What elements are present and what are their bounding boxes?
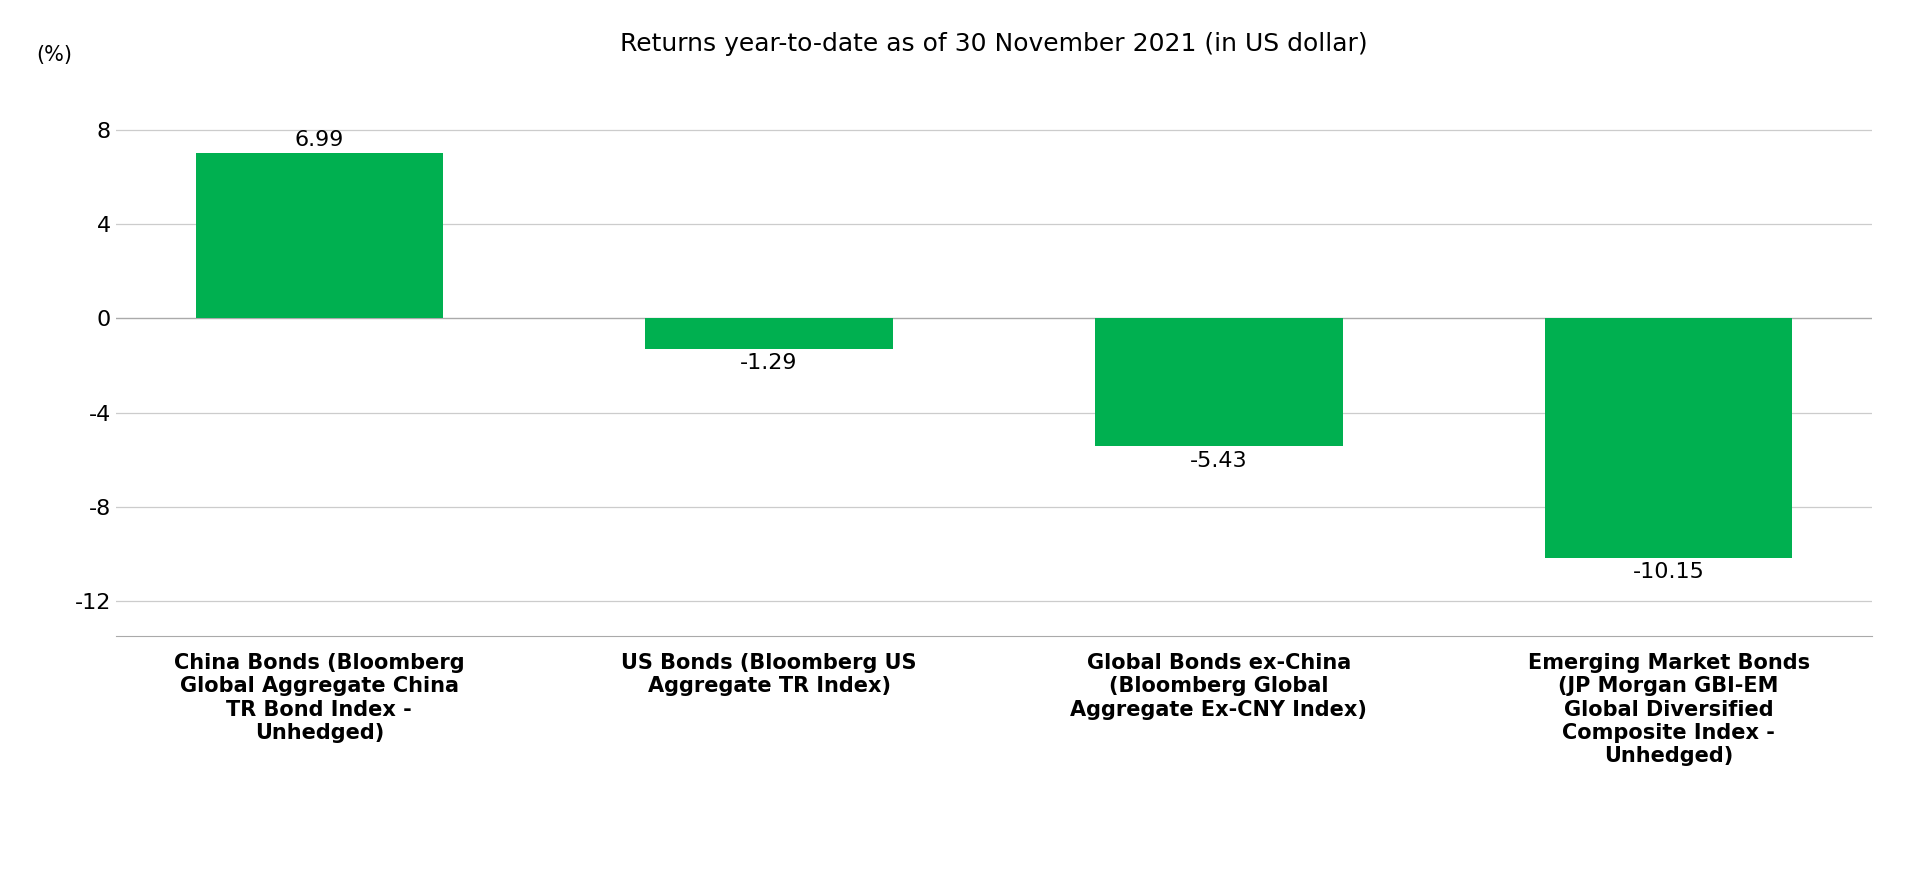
Text: 6.99: 6.99 [295,130,344,150]
Bar [1544,318,1793,558]
Text: -5.43: -5.43 [1191,451,1247,471]
Bar [195,154,444,318]
Text: -1.29: -1.29 [741,354,797,373]
Text: -10.15: -10.15 [1633,562,1704,583]
Y-axis label: (%): (%) [37,45,71,65]
Bar [1094,318,1343,446]
Title: Returns year-to-date as of 30 November 2021 (in US dollar): Returns year-to-date as of 30 November 2… [620,33,1368,57]
Bar [645,318,894,348]
